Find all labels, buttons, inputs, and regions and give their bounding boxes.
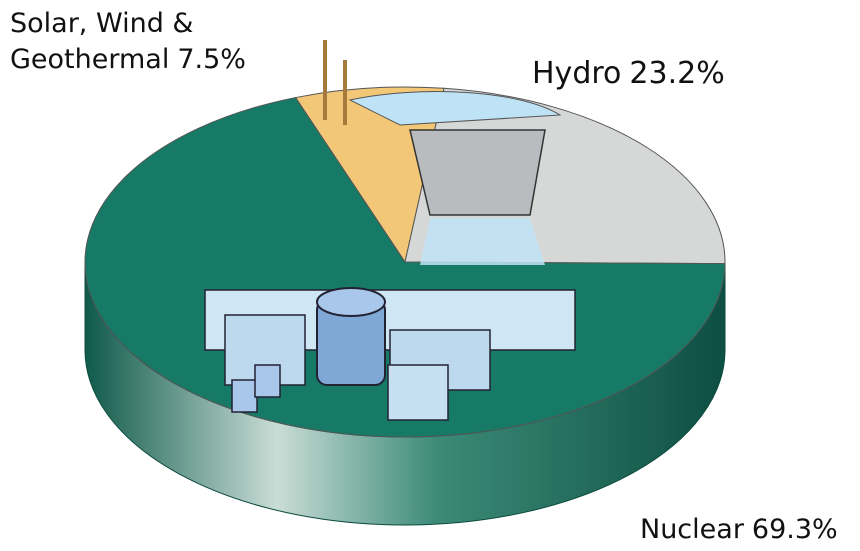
category-label: Solar, Wind & Geothermal bbox=[10, 8, 193, 75]
value-label: 23.2% bbox=[629, 56, 724, 91]
building bbox=[388, 365, 448, 420]
building bbox=[232, 380, 257, 412]
category-label: Nuclear bbox=[640, 514, 744, 545]
value-label: 69.3% bbox=[752, 514, 838, 545]
building bbox=[255, 365, 280, 397]
slice-label: Nuclear 69.3% bbox=[640, 512, 838, 548]
chart: Solar, Wind & Geothermal7.5% Hydro23.2% … bbox=[0, 0, 860, 551]
value-label: 7.5% bbox=[177, 44, 246, 75]
dome bbox=[317, 288, 385, 316]
dam bbox=[410, 130, 545, 215]
water bbox=[420, 218, 545, 265]
category-label: Hydro bbox=[532, 56, 621, 91]
pie-chart bbox=[0, 0, 860, 551]
